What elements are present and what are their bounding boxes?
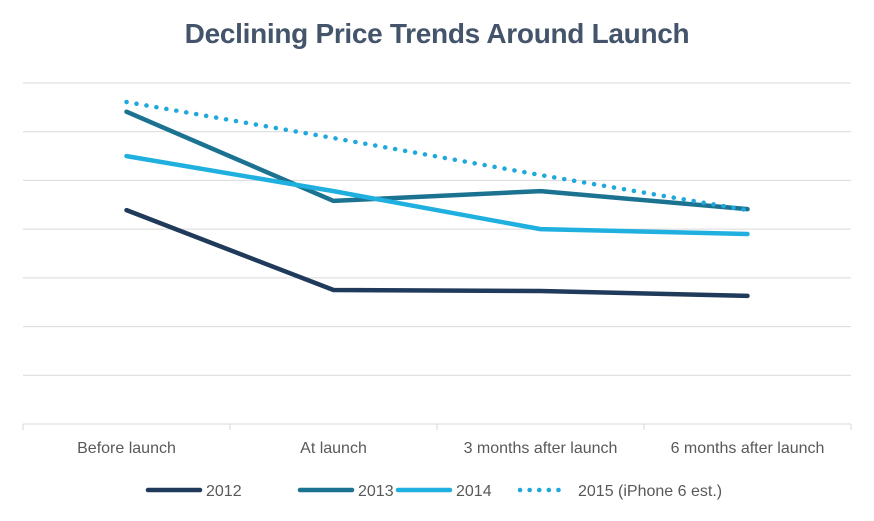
x-tick-label: At launch (300, 440, 367, 457)
x-tick-label: Before launch (77, 440, 176, 457)
x-tick-label: 6 months after launch (671, 440, 825, 457)
x-axis: Before launch At launch 3 months after lau… (22, 423, 852, 457)
chart-title: Declining Price Trends Around Launch (184, 18, 690, 49)
legend-label: 2014 (456, 483, 492, 500)
legend-item: 2012 (145, 483, 242, 500)
series-line-2015 (124, 99, 750, 213)
legend-label: 2012 (206, 483, 242, 500)
legend: 2012 2013 2014 2015 (iPhone 6 est.) (145, 483, 722, 500)
legend-label: 2015 (iPhone 6 est.) (578, 483, 722, 500)
legend-label: 2013 (358, 483, 394, 500)
series-line-2014 (124, 153, 750, 237)
series-line-2013 (124, 109, 750, 212)
x-tick-label: 3 months after launch (464, 440, 618, 457)
series-lines (124, 99, 750, 299)
series-line-2012 (124, 207, 750, 299)
legend-item: 2015 (iPhone 6 est.) (517, 483, 722, 500)
gridlines (23, 82, 851, 376)
legend-item: 2013 (297, 483, 394, 500)
legend-item: 2014 (395, 483, 492, 500)
